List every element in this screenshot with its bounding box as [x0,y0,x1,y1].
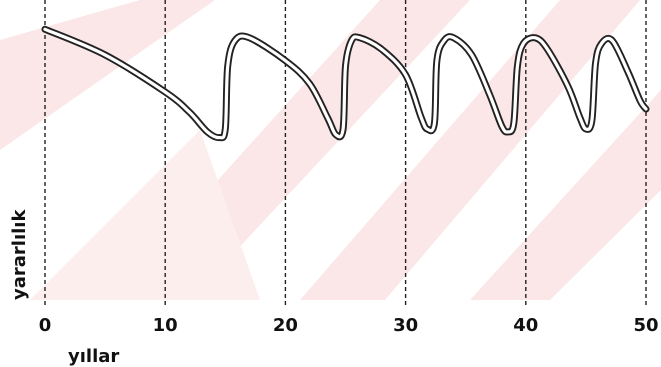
y-axis-label: yararlılık [9,209,30,300]
gridlines [44,0,647,305]
x-tick-label: 30 [393,315,418,336]
series-line [43,27,648,140]
x-tick-label: 20 [273,315,298,336]
x-tick-label: 40 [513,315,538,336]
x-tick-label: 50 [633,315,658,336]
x-tick-label: 10 [153,315,178,336]
x-tick-label: 0 [39,315,52,336]
x-axis-label: yıllar [68,346,119,367]
watermark [0,0,661,300]
series-layer [41,25,650,142]
x-tick-labels: 0 10 20 30 40 50 [39,315,659,336]
